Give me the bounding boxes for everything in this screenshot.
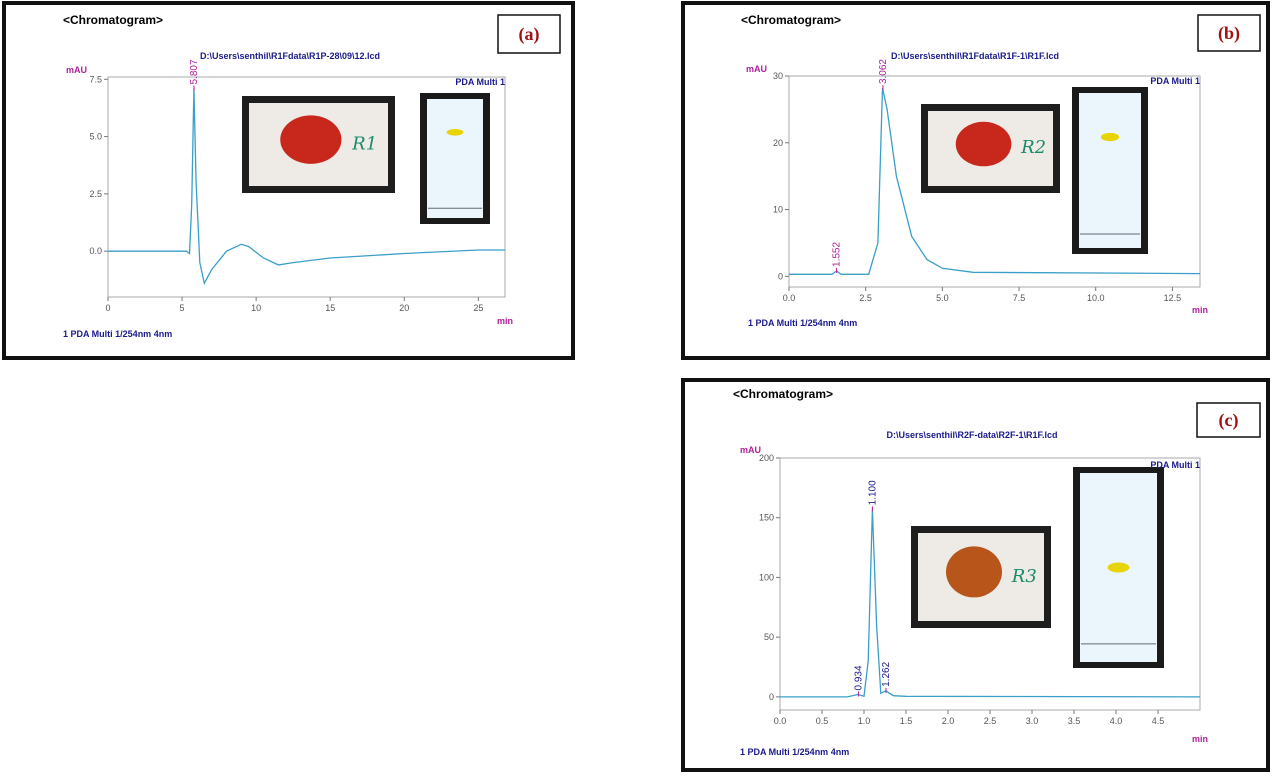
x-tick-label: 4.0 [1110, 716, 1123, 726]
subtitle: D:\Users\senthil\R1Fdata\R1F-1\R1F.lcd [891, 51, 1059, 61]
x-tick-label: 4.5 [1152, 716, 1165, 726]
footer: 1 PDA Multi 1/254nm 4nm [748, 318, 857, 328]
x-tick-label: 0.5 [816, 716, 829, 726]
chart-title: <Chromatogram> [733, 387, 833, 401]
y-tick-label: 0.0 [89, 246, 102, 256]
peak-label: 0.934 [853, 665, 864, 690]
x-tick-label: 7.5 [1013, 293, 1026, 303]
panel-label: (b) [1218, 23, 1240, 44]
x-tick-label: 5 [180, 303, 185, 313]
y-tick-label: 0 [778, 271, 783, 281]
x-tick-label: 25 [473, 303, 483, 313]
chart-title: <Chromatogram> [741, 13, 841, 27]
chromatogram-line [108, 88, 505, 286]
chart-title: <Chromatogram> [63, 13, 163, 27]
panel-label: (a) [519, 24, 540, 45]
x-tick-label: 10 [251, 303, 261, 313]
photo-label: R3 [1011, 566, 1037, 587]
x-tick-label: 3.5 [1068, 716, 1081, 726]
y-tick-label: 0 [769, 692, 774, 702]
y-axis-label: mAU [740, 445, 761, 455]
footer: 1 PDA Multi 1/254nm 4nm [63, 329, 172, 339]
sample-powder [946, 546, 1002, 598]
x-axis-label: min [1192, 734, 1208, 744]
x-tick-label: 10.0 [1087, 293, 1105, 303]
peak-label: 1.262 [881, 661, 892, 686]
y-tick-label: 30 [773, 71, 783, 81]
plot-frame [788, 75, 1201, 288]
tlc-spot [446, 129, 464, 136]
y-tick-label: 150 [759, 513, 774, 523]
x-tick-label: 0.0 [783, 293, 796, 303]
y-tick-label: 20 [773, 138, 783, 148]
y-axis-label: mAU [66, 65, 87, 75]
panel-label: (c) [1219, 410, 1239, 431]
legend-label: PDA Multi 1 [1150, 76, 1200, 86]
plot-frame [107, 76, 506, 298]
tlc-plate [1079, 93, 1141, 248]
y-tick-label: 100 [759, 572, 774, 582]
panel-label-box [1197, 14, 1261, 52]
x-tick-label: 2.0 [942, 716, 955, 726]
y-tick-label: 7.5 [89, 74, 102, 84]
peak-label: 3.062 [878, 59, 889, 84]
x-tick-label: 12.5 [1164, 293, 1182, 303]
x-axis-label: min [1192, 305, 1208, 315]
chromatogram-line [789, 87, 1201, 275]
chromatogram-line [780, 509, 1201, 698]
x-tick-label: 0.0 [774, 716, 787, 726]
panel-label-box [1196, 402, 1261, 438]
legend-label: PDA Multi 1 [455, 77, 505, 87]
tlc-plate [427, 99, 483, 218]
x-tick-label: 5.0 [936, 293, 949, 303]
sample-powder [280, 115, 342, 164]
y-tick-label: 50 [764, 632, 774, 642]
panel-label-box [497, 14, 561, 54]
x-tick-label: 15 [325, 303, 335, 313]
x-tick-label: 1.5 [900, 716, 913, 726]
y-tick-label: 10 [773, 205, 783, 215]
y-tick-label: 2.5 [89, 189, 102, 199]
photo-label: R1 [351, 133, 377, 154]
y-axis-label: mAU [746, 64, 767, 74]
x-tick-label: 3.0 [1026, 716, 1039, 726]
peak-label: 5.807 [189, 59, 200, 84]
photo-label: R2 [1020, 137, 1046, 158]
footer: 1 PDA Multi 1/254nm 4nm [740, 747, 849, 757]
x-tick-label: 2.5 [859, 293, 872, 303]
y-tick-label: 200 [759, 453, 774, 463]
tlc-spot [1107, 562, 1130, 573]
sample-powder [955, 121, 1012, 167]
peak-label: 1.552 [832, 242, 843, 267]
subtitle: D:\Users\senthil\R2F-data\R2F-1\R1F.lcd [886, 430, 1057, 440]
x-tick-label: 0 [105, 303, 110, 313]
x-tick-label: 1.0 [858, 716, 871, 726]
x-tick-label: 2.5 [984, 716, 997, 726]
y-tick-label: 5.0 [89, 132, 102, 142]
legend-label: PDA Multi 1 [1150, 460, 1200, 470]
peak-label: 1.100 [867, 480, 878, 505]
tlc-spot [1100, 132, 1120, 142]
subtitle: D:\Users\senthil\R1Fdata\R1P-28\09\12.lc… [200, 51, 380, 61]
x-axis-label: min [497, 316, 513, 326]
x-tick-label: 20 [399, 303, 409, 313]
